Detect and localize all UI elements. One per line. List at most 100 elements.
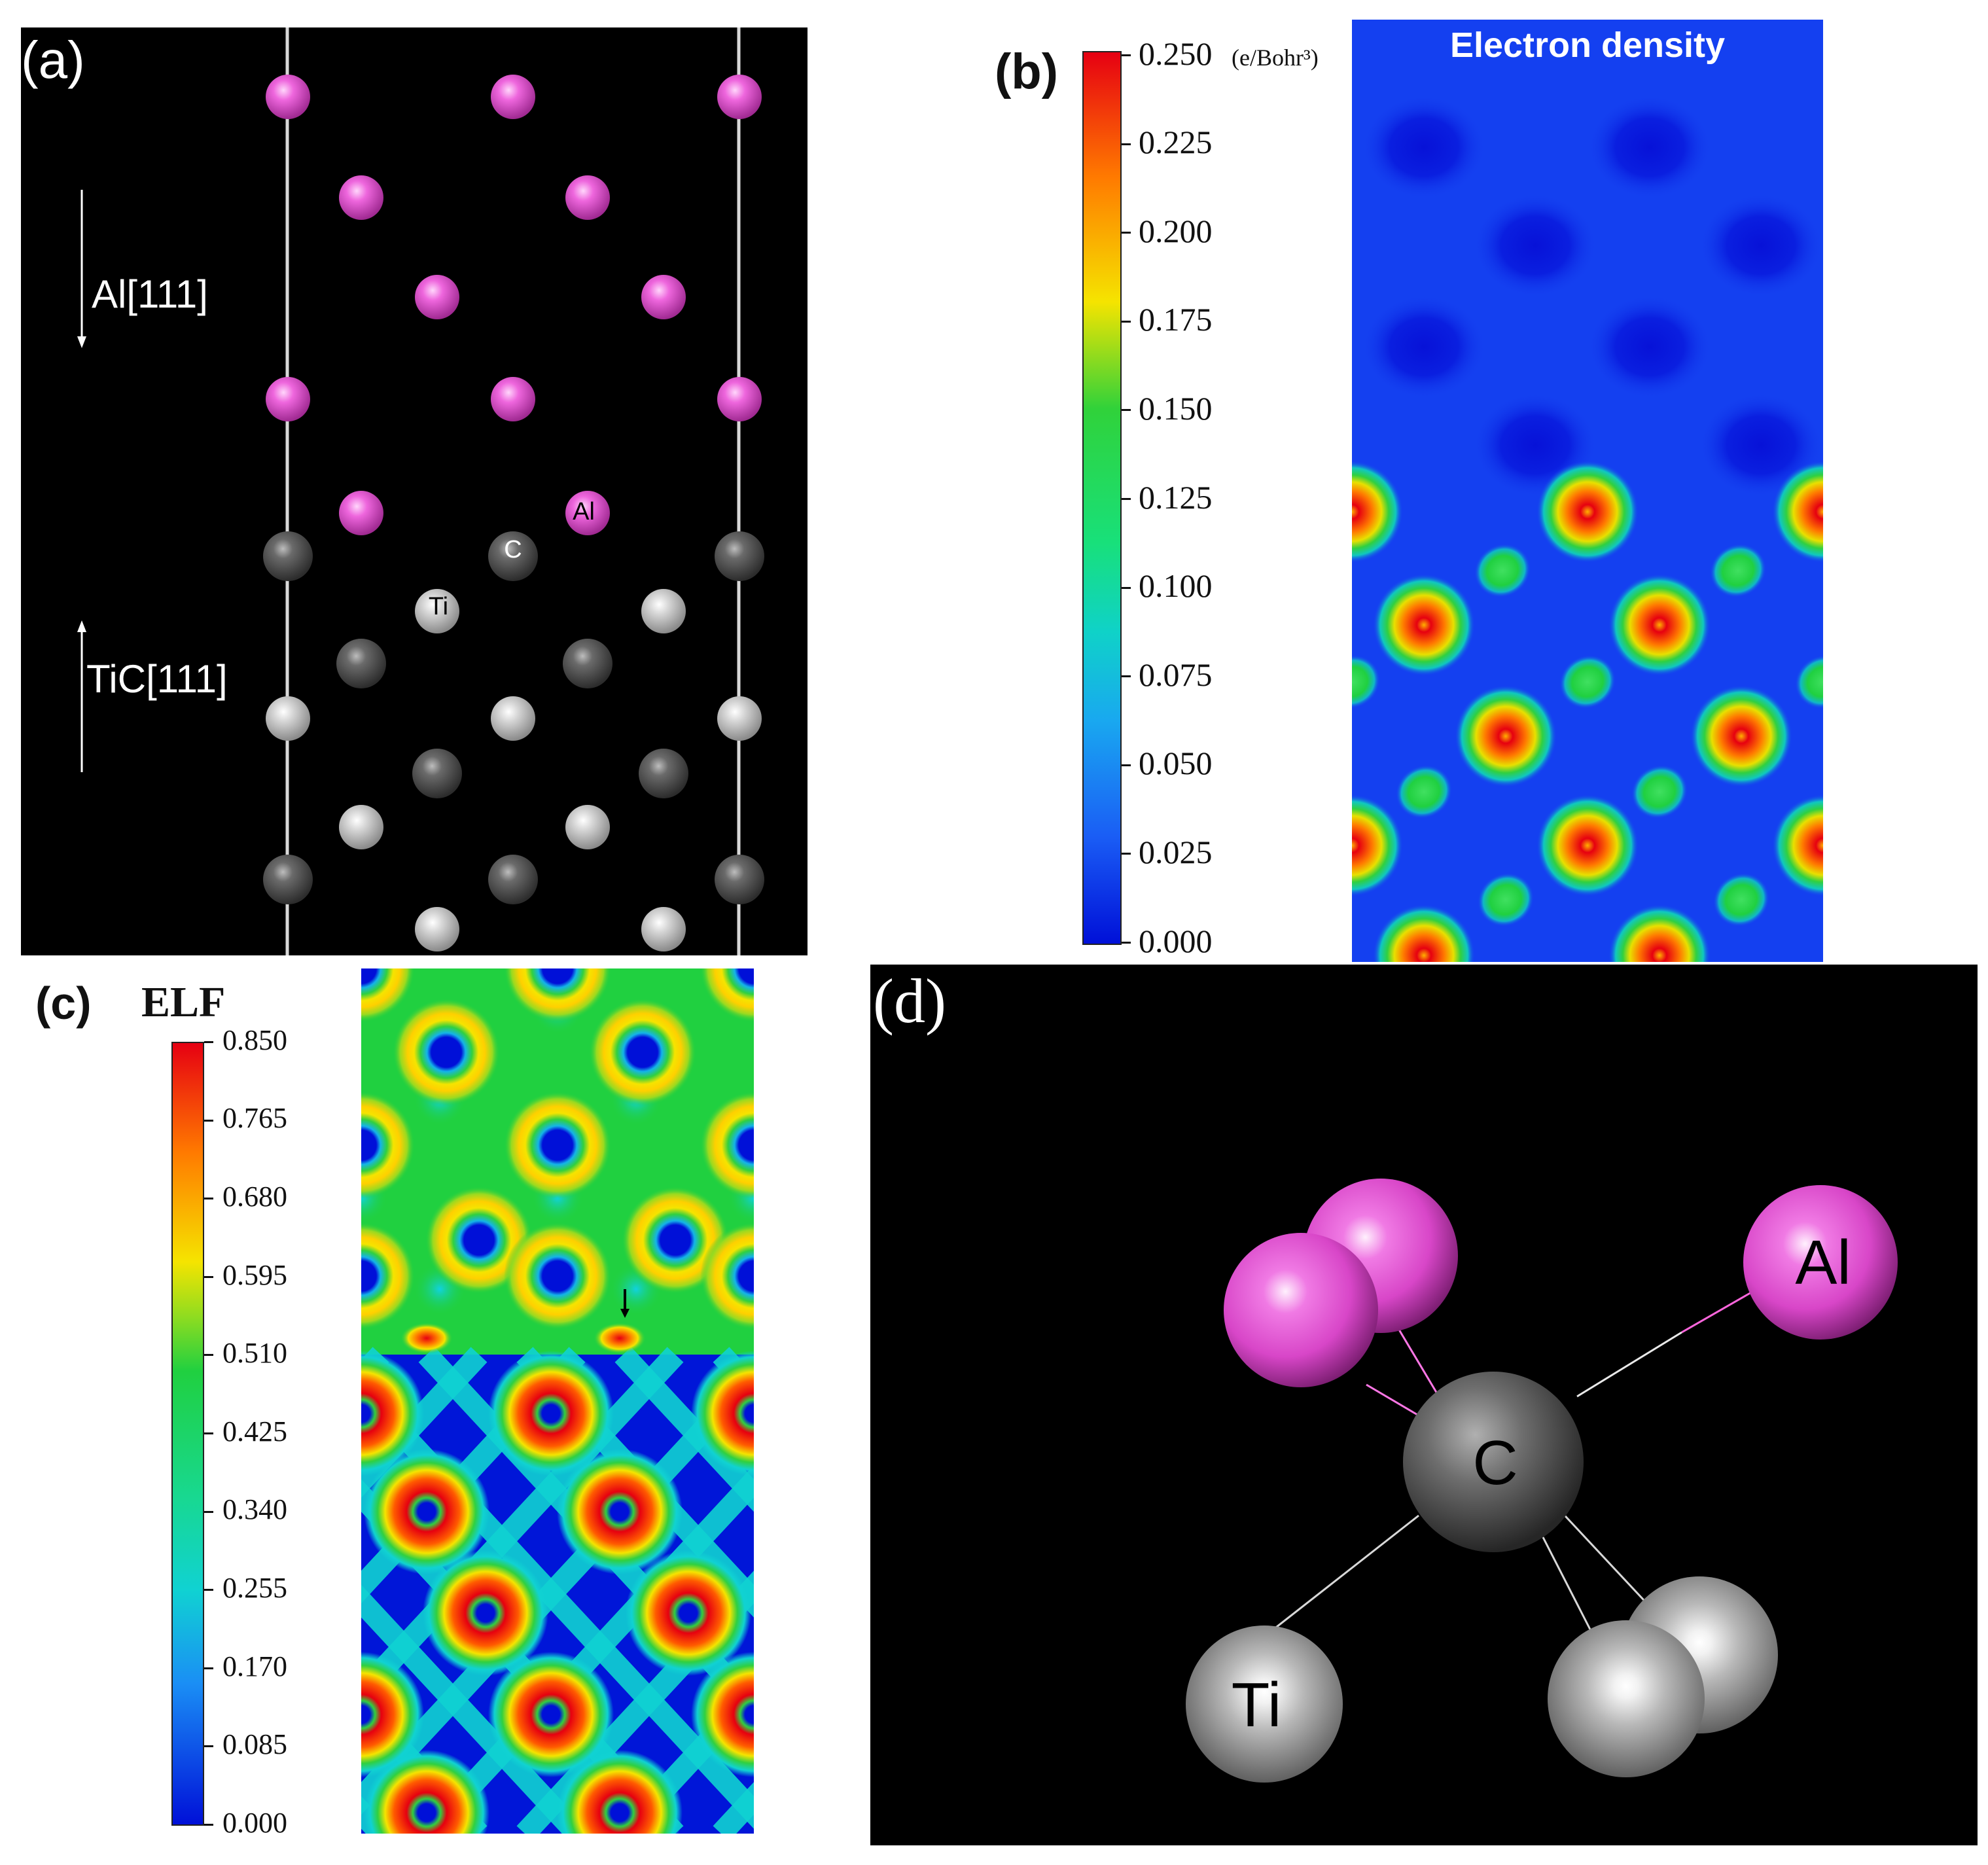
al-atom (565, 175, 610, 220)
bond-c-al-2 (1366, 1383, 1426, 1421)
panel-c-tick-label: 0.850 (222, 1023, 287, 1056)
elf-al-site (361, 1092, 415, 1199)
al-atom (266, 377, 310, 421)
elf-al-site (504, 1092, 611, 1199)
c-atom (715, 855, 764, 904)
panel-c-tick-mark (204, 1041, 213, 1043)
ti-density-peak (1352, 461, 1403, 563)
ti-atom (266, 696, 310, 741)
ti-atom (641, 589, 686, 633)
c-atom (1403, 1372, 1584, 1552)
ti-atom (415, 907, 459, 951)
panel-b-tick-label: 0.225 (1139, 124, 1213, 161)
panel-b-tick-label: 0.200 (1139, 212, 1213, 249)
panel-b-label: (b) (995, 44, 1059, 99)
c-density-peak (1709, 543, 1767, 598)
elf-al-site (361, 1222, 415, 1330)
elf-ti-site (361, 1652, 424, 1777)
ti-atom (339, 805, 383, 849)
c-atom (639, 749, 688, 798)
panel-b-tick-label: 0.125 (1139, 478, 1213, 516)
c-atom (488, 855, 538, 904)
panel-c-tick-mark (204, 1432, 213, 1434)
panel-b-tick-mark (1122, 942, 1131, 944)
panel-c-tick-mark (204, 1745, 213, 1748)
ti-atom (415, 589, 459, 633)
c-density-peak (1713, 872, 1770, 927)
elf-ti-site (691, 1652, 754, 1777)
ti-atom (641, 907, 686, 951)
panel-b-tick-mark (1122, 675, 1131, 678)
c-density-peak (1474, 543, 1531, 598)
panel-c-tick-mark (204, 1198, 213, 1200)
elf-ti-site (557, 1449, 683, 1574)
panel-d-bonding: Al C Ti (1186, 1179, 1898, 1783)
elf-ti-site (423, 1550, 548, 1676)
elf-ti-site (488, 1652, 614, 1777)
elf-ti-site (691, 1351, 754, 1476)
panel-b-tick-label: 0.250 (1139, 35, 1213, 72)
interface-arrow (620, 1289, 630, 1318)
al-atom (565, 491, 610, 535)
d-label-al: Al (1795, 1228, 1851, 1298)
panel-c-tick-mark (204, 1510, 213, 1513)
c-atom (336, 639, 386, 688)
c-density-peak (1352, 654, 1381, 709)
c-atom (715, 531, 764, 581)
density-minimum (1699, 193, 1823, 298)
elf-ti-site (488, 1351, 614, 1476)
ti-atom-front (1548, 1620, 1705, 1777)
panel-b-tick-label: 0.000 (1139, 922, 1213, 959)
electron-density-map (1352, 95, 1823, 962)
c-atoms (263, 531, 764, 904)
ti-density-peak (1772, 461, 1823, 563)
c-density-peak (1794, 654, 1823, 709)
panel-b-tick-label: 0.150 (1139, 389, 1213, 427)
c-density-peak (1559, 654, 1616, 709)
c-density-peak (1395, 764, 1453, 819)
al-atom (641, 275, 686, 319)
density-minimum (1588, 294, 1712, 399)
panel-c-tick-label: 0.085 (222, 1728, 287, 1761)
panel-b-tick-label: 0.075 (1139, 656, 1213, 693)
panel-b-tick-mark (1122, 143, 1131, 145)
ti-density-peak (1455, 685, 1557, 787)
panel-b-tick-label: 0.175 (1139, 301, 1213, 338)
ti-density-peak (1352, 794, 1403, 897)
c-density-peak (1631, 764, 1688, 819)
bond-c-al-3 (1576, 1331, 1682, 1398)
elf-al-site (393, 999, 500, 1106)
panel-c-title: ELF (141, 978, 226, 1026)
ti-atom (491, 696, 535, 741)
al111-arrow (77, 190, 86, 348)
ti-density-peak (1373, 574, 1475, 676)
al-atom (339, 491, 383, 535)
panel-b-tick-mark (1122, 498, 1131, 500)
d-label-ti: Ti (1232, 1670, 1281, 1740)
panel-b-tick-label: 0.050 (1139, 745, 1213, 782)
atom-label-ti: Ti (429, 593, 448, 620)
panel-c-tick-label: 0.170 (222, 1650, 287, 1682)
ti-density-peak (1608, 904, 1711, 962)
panel-b-tick-mark (1122, 764, 1131, 766)
atom-label-al: Al (573, 498, 595, 525)
elf-ti-site (364, 1449, 489, 1574)
panel-c-tick-mark (204, 1824, 213, 1826)
al-atom (415, 275, 459, 319)
panel-b-colorbar (1082, 51, 1122, 945)
ti-atom (717, 696, 762, 741)
c-atom (563, 639, 612, 688)
panel-b-tick-mark (1122, 853, 1131, 855)
al-atom (491, 75, 535, 119)
panel-c-label: (c) (35, 978, 92, 1029)
c-atom (412, 749, 462, 798)
ti-density-peak (1608, 574, 1711, 676)
panel-c-tick-label: 0.340 (222, 1493, 287, 1526)
density-minimum (1362, 95, 1486, 200)
al-atoms (266, 75, 762, 535)
c-atom (263, 855, 313, 904)
ti-atom (565, 805, 610, 849)
panel-b-map: Electron density (1352, 20, 1823, 962)
panel-d-label: (d) (873, 966, 946, 1036)
elf-interface-lobe (594, 1323, 646, 1354)
